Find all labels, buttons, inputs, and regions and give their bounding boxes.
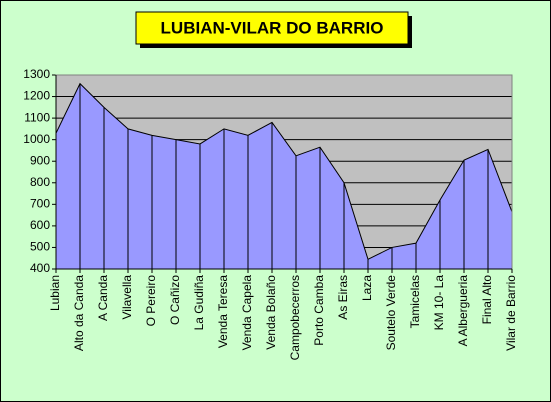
y-tick-label: 1200 bbox=[23, 89, 50, 103]
y-tick-label: 400 bbox=[30, 261, 50, 275]
y-tick-label: 600 bbox=[30, 218, 50, 232]
title-box bbox=[135, 11, 409, 45]
x-tick-label: O Pereiro bbox=[144, 275, 158, 327]
x-tick-label: Venda Bolaño bbox=[264, 275, 278, 350]
x-tick-label: Vilavella bbox=[120, 275, 134, 320]
x-tick-label: Porto Camba bbox=[312, 275, 326, 346]
x-tick-label: Vilar de Barrio bbox=[504, 275, 518, 351]
y-tick-label: 1100 bbox=[24, 110, 50, 124]
x-tick-label: O Cañizo bbox=[168, 275, 182, 325]
x-tick-label: Campobecerros bbox=[288, 275, 302, 360]
y-tick-label: 900 bbox=[30, 153, 50, 167]
x-tick-label: As Eiras bbox=[336, 275, 350, 320]
x-tick-label: Soutelo Verde bbox=[384, 275, 398, 351]
x-tick-label: A Canda bbox=[96, 275, 110, 321]
x-tick-label: La Gudiña bbox=[192, 275, 206, 331]
x-tick-label: Laza bbox=[360, 275, 374, 301]
x-tick-label: Final Alto bbox=[480, 275, 494, 325]
area bbox=[55, 82, 513, 270]
y-tick-label: 700 bbox=[30, 197, 50, 211]
x-tick-label: Lubian bbox=[48, 275, 62, 311]
y-tick-label: 1300 bbox=[23, 67, 50, 81]
x-tick-label: Tamicelas bbox=[408, 275, 422, 328]
y-tick-label: 500 bbox=[30, 240, 50, 254]
x-tick-label: A Albergueria bbox=[456, 275, 470, 347]
x-tick-label: Venda Capela bbox=[240, 275, 254, 351]
chart-title: LUBIAN-VILAR DO BARRIO bbox=[161, 18, 384, 37]
x-tick-label: Venda Teresa bbox=[216, 275, 230, 348]
y-tick-label: 800 bbox=[30, 175, 50, 189]
y-tick-label: 1000 bbox=[23, 132, 50, 146]
x-tick-label: Alto da Canda bbox=[72, 275, 86, 351]
x-tick-label: KM 10- La bbox=[432, 275, 446, 331]
